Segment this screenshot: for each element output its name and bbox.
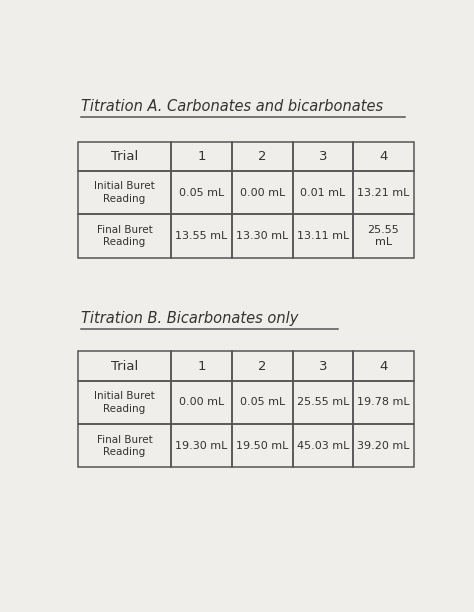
Text: Final Buret
Reading: Final Buret Reading (97, 225, 152, 247)
Bar (292, 171, 353, 214)
Bar (78, 142, 171, 171)
Bar (78, 214, 171, 258)
Bar (292, 351, 353, 381)
Text: 4: 4 (379, 150, 388, 163)
Text: 0.05 mL: 0.05 mL (179, 188, 224, 198)
Bar (353, 214, 414, 258)
Text: Trial: Trial (111, 360, 138, 373)
Bar (292, 424, 353, 468)
Text: Initial Buret
Reading: Initial Buret Reading (94, 391, 155, 414)
Bar (292, 142, 353, 171)
Bar (171, 214, 232, 258)
Bar (353, 142, 414, 171)
Text: 1: 1 (197, 150, 206, 163)
Text: 0.05 mL: 0.05 mL (239, 397, 285, 408)
Text: 25.55 mL: 25.55 mL (297, 397, 349, 408)
Bar (232, 214, 292, 258)
Bar (353, 171, 414, 214)
Bar (232, 171, 292, 214)
Text: 13.21 mL: 13.21 mL (357, 188, 410, 198)
Text: 13.30 mL: 13.30 mL (236, 231, 288, 241)
Text: Final Buret
Reading: Final Buret Reading (97, 435, 152, 457)
Bar (232, 381, 292, 424)
Text: 45.03 mL: 45.03 mL (297, 441, 349, 450)
Text: 13.11 mL: 13.11 mL (297, 231, 349, 241)
Bar (292, 214, 353, 258)
Text: 2: 2 (258, 360, 266, 373)
Text: 25.55
mL: 25.55 mL (367, 225, 399, 247)
Text: 0.00 mL: 0.00 mL (179, 397, 224, 408)
Bar (171, 142, 232, 171)
Text: 13.55 mL: 13.55 mL (175, 231, 228, 241)
Text: Initial Buret
Reading: Initial Buret Reading (94, 182, 155, 204)
Text: Titration B. Bicarbonates only: Titration B. Bicarbonates only (82, 312, 299, 326)
Bar (353, 381, 414, 424)
Bar (232, 351, 292, 381)
Bar (232, 142, 292, 171)
Bar (78, 381, 171, 424)
Text: 19.78 mL: 19.78 mL (357, 397, 410, 408)
Bar (78, 171, 171, 214)
Text: Titration A. Carbonates and bicarbonates: Titration A. Carbonates and bicarbonates (82, 99, 383, 114)
Text: Trial: Trial (111, 150, 138, 163)
Bar (171, 381, 232, 424)
Text: 2: 2 (258, 150, 266, 163)
Bar (171, 171, 232, 214)
Text: 0.01 mL: 0.01 mL (300, 188, 346, 198)
Bar (171, 424, 232, 468)
Text: 39.20 mL: 39.20 mL (357, 441, 410, 450)
Bar (78, 424, 171, 468)
Bar (78, 351, 171, 381)
Text: 0.00 mL: 0.00 mL (239, 188, 285, 198)
Text: 3: 3 (319, 150, 327, 163)
Text: 3: 3 (319, 360, 327, 373)
Text: 4: 4 (379, 360, 388, 373)
Bar (171, 351, 232, 381)
Text: 19.50 mL: 19.50 mL (236, 441, 288, 450)
Bar (232, 424, 292, 468)
Text: 19.30 mL: 19.30 mL (175, 441, 228, 450)
Bar (292, 381, 353, 424)
Bar (353, 351, 414, 381)
Bar (353, 424, 414, 468)
Text: 1: 1 (197, 360, 206, 373)
